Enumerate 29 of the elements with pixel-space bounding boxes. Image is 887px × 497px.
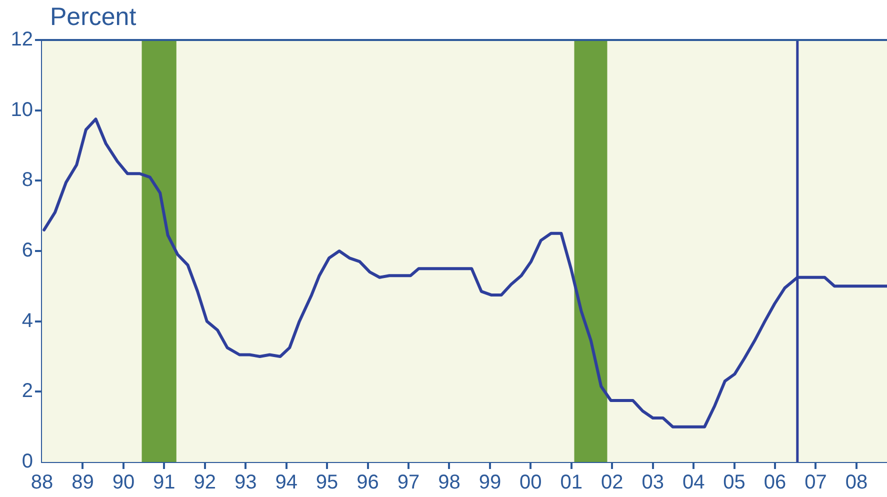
x-tick-label: 88 xyxy=(30,472,54,494)
x-tick-label: 91 xyxy=(153,472,176,494)
x-tick-label: 06 xyxy=(764,472,786,494)
x-tick-label: 02 xyxy=(600,472,624,494)
x-tick-label: 01 xyxy=(560,472,583,494)
x-tick-label: 95 xyxy=(316,472,338,494)
y-tick-label: 2 xyxy=(22,380,33,402)
x-tick-label: 94 xyxy=(275,472,298,494)
x-tick-label: 89 xyxy=(72,472,94,494)
x-tick-label: 90 xyxy=(112,472,135,494)
x-tick-label: 93 xyxy=(234,472,257,494)
x-tick-label: 03 xyxy=(642,472,664,494)
x-tick-label: 00 xyxy=(520,472,542,494)
x-tick-label: 04 xyxy=(682,472,705,494)
y-tick-label: 10 xyxy=(10,98,33,121)
y-tick-label: 0 xyxy=(22,450,33,473)
y-tick-label: 4 xyxy=(22,310,33,332)
x-tick-label: 99 xyxy=(478,472,502,494)
x-tick-label: 96 xyxy=(356,472,379,494)
y-tick-label: 8 xyxy=(22,169,33,192)
x-tick-label: 92 xyxy=(194,472,216,494)
x-tick-label: 97 xyxy=(397,472,420,494)
y-tick-label: 12 xyxy=(10,28,33,51)
x-tick-label: 98 xyxy=(438,472,460,494)
y-tick-label: 6 xyxy=(22,240,33,262)
x-tick-label: 07 xyxy=(804,472,827,494)
x-tick-label: 05 xyxy=(723,472,746,494)
x-tick-label: 08 xyxy=(845,472,868,494)
y-axis-title: Percent xyxy=(50,2,136,32)
